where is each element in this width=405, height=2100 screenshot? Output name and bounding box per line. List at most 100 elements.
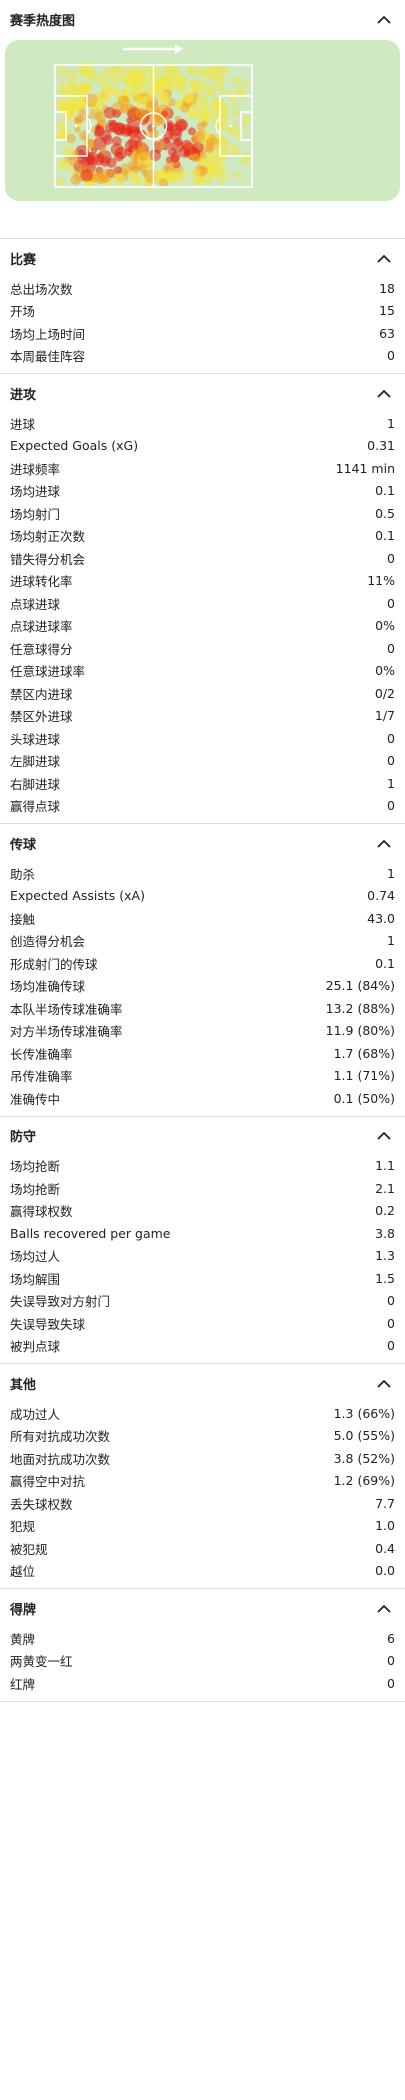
stat-value: 0 [387,1338,395,1354]
section-header-match[interactable]: 比赛 [0,239,405,277]
stat-value: 0/2 [374,685,395,701]
stat-label: 右脚进球 [10,776,61,792]
heat-blob [218,66,230,77]
heat-blob [207,110,218,120]
stat-label: 准确传中 [10,1091,61,1107]
stat-label: 犯规 [10,1519,36,1535]
heat-blob [226,124,237,135]
stat-row: 进球转化率 11% [0,570,405,593]
stat-row: 失误导致失球 0 [0,1312,405,1335]
heat-blob [58,80,70,92]
stat-value: 1 [387,933,395,949]
heat-blob [90,147,98,154]
chevron-up-icon[interactable] [373,1125,395,1147]
stat-row: 场均上场时间 63 [0,322,405,345]
heat-blob [135,178,143,186]
stat-label: 形成射门的传球 [10,956,98,972]
stat-row: 场均准确传球 25.1 (84%) [0,975,405,998]
heat-blob [105,123,115,133]
heat-blob [159,79,170,91]
stat-row: 场均射正次数 0.1 [0,525,405,548]
heat-blob [207,69,219,82]
stat-label: 场均过人 [10,1249,61,1265]
stat-label: 地面对抗成功次数 [10,1451,111,1467]
stat-row: 吊传准确率 1.1 (71%) [0,1065,405,1088]
section-other: 其他 成功过人 1.3 (66%) 所有对抗成功次数 5.0 (55%) 地面对抗成功次数… [0,1364,405,1589]
stat-row: 点球进球率 0% [0,615,405,638]
heat-blob [99,173,107,181]
heat-blob [242,115,251,125]
chevron-up-icon[interactable] [373,247,395,269]
stat-label: 被判点球 [10,1339,61,1355]
chevron-up-icon[interactable] [373,1597,395,1619]
stat-value: 7.7 [375,1495,395,1511]
stat-value: 1.1 (71%) [333,1068,395,1084]
section-title: 其他 [10,1377,37,1393]
stat-row: 场均射门 0.5 [0,502,405,525]
heat-blob [209,165,224,179]
heat-blob [193,64,207,79]
section-title: 传球 [10,837,37,853]
heat-blob [80,169,93,182]
chevron-up-icon[interactable] [373,8,395,30]
heat-blob [74,126,81,133]
stat-row: Balls recovered per game 3.8 [0,1222,405,1245]
stat-row: 场均抢断 2.1 [0,1177,405,1200]
heat-blob [57,158,70,171]
stat-value: 5.0 (55%) [333,1428,395,1444]
section-header-other[interactable]: 其他 [0,1364,405,1402]
heat-blob [241,152,251,162]
heatmap-header[interactable]: 赛季热度图 [0,0,405,38]
stat-row: 左脚进球 0 [0,750,405,773]
stat-value: 25.1 (84%) [325,978,395,994]
heat-blob [226,127,234,134]
section-header-attack[interactable]: 进攻 [0,374,405,412]
heat-blob [235,89,246,101]
heat-blob [231,145,242,156]
heat-blob [122,63,136,76]
heat-blob [144,65,155,77]
heat-blob [165,63,175,73]
stat-value: 0 [387,595,395,611]
heat-blob [100,147,107,154]
stat-row: 长传准确率 1.7 (68%) [0,1042,405,1065]
heat-blob [74,114,84,124]
heat-blob [58,87,65,94]
stat-value: 0% [375,618,395,634]
stat-label: 成功过人 [10,1406,61,1422]
stat-value: 1.3 [375,1248,395,1264]
chevron-up-icon[interactable] [373,832,395,854]
heat-blob [78,108,87,117]
stat-label: Expected Assists (xA) [10,888,145,904]
heat-blob [236,133,244,141]
heat-blob [132,70,146,85]
heat-blob [70,174,82,185]
section-header-passing[interactable]: 传球 [0,824,405,862]
heat-blob [228,98,237,107]
heat-blob [93,136,107,151]
stat-value: 1.1 [375,1158,395,1174]
stat-row: 创造得分机会 1 [0,930,405,953]
stat-label: 本队半场传球准确率 [10,1001,123,1017]
heat-blob [245,116,253,123]
heat-blob [103,107,116,119]
heat-blob [135,107,147,119]
stat-value: 43.0 [367,910,395,926]
chevron-up-icon[interactable] [373,1372,395,1394]
section-header-defense[interactable]: 防守 [0,1117,405,1155]
stat-row: 越位 0.0 [0,1560,405,1583]
section-header-cards[interactable]: 得牌 [0,1589,405,1627]
section-passing: 传球 助杀 1 Expected Assists (xA) 0.74 接触 43.0 创造得分… [0,824,405,1117]
heat-blob [174,169,188,183]
stat-label: 场均抢断 [10,1181,61,1197]
heat-blob [163,69,178,84]
stat-row: 成功过人 1.3 (66%) [0,1402,405,1425]
stat-value: 0.2 [375,1203,395,1219]
heat-blob [179,146,191,158]
stat-value: 15 [379,303,395,319]
arrow-right-icon [123,44,183,54]
stat-value: 0.5 [375,505,395,521]
heat-blob [164,65,172,73]
chevron-up-icon[interactable] [373,382,395,404]
heat-blob [164,73,173,81]
